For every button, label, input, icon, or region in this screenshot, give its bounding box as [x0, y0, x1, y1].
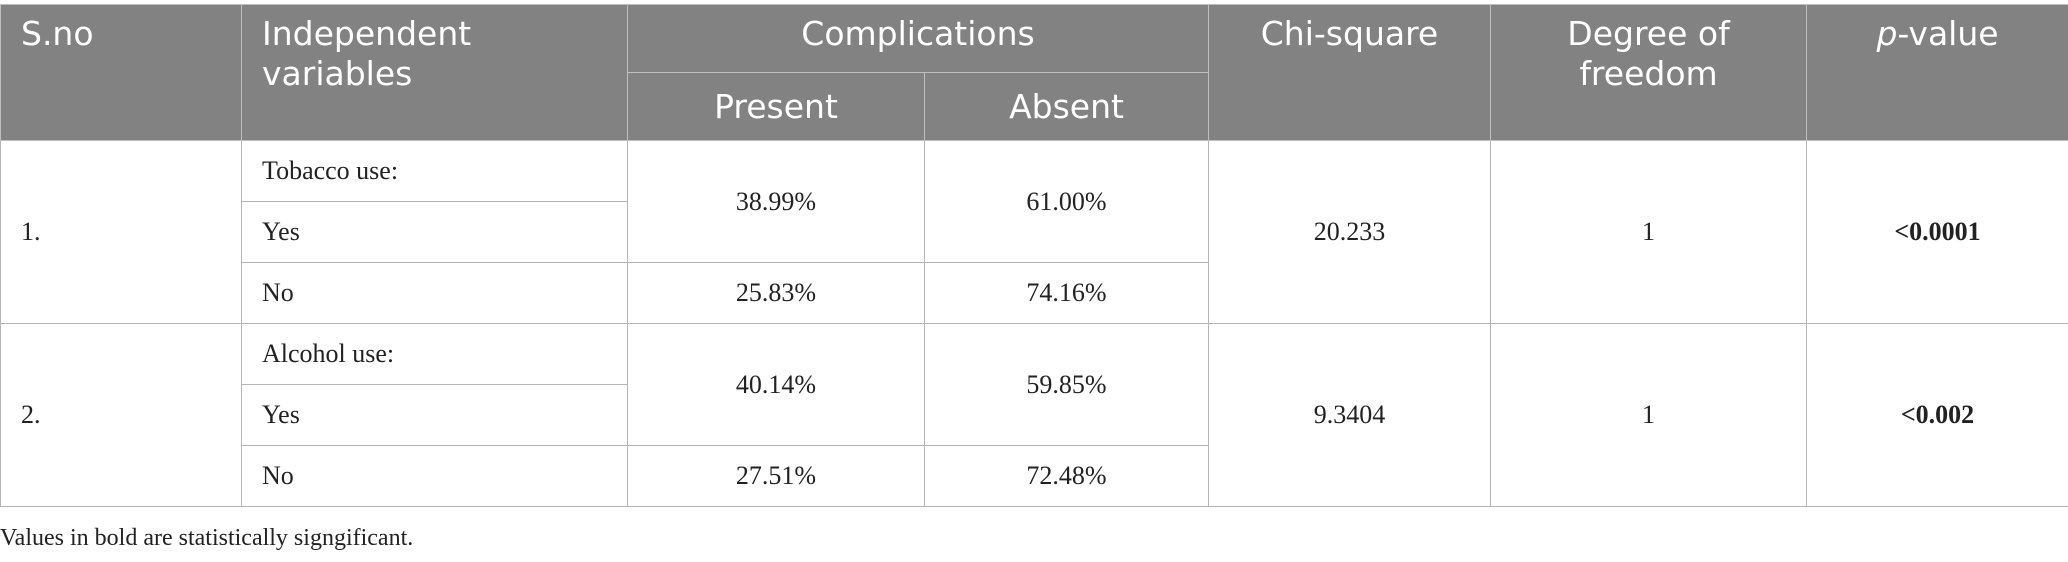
no-present-value: 27.51% [627, 445, 925, 507]
row-label: Tobacco use: [241, 140, 628, 202]
header-degree-of-freedom: Degree of freedom [1490, 4, 1807, 141]
row-sno: 1. [0, 140, 242, 324]
table-row: No 27.51% 72.48% [1, 445, 2068, 507]
header-sno: S.no [0, 4, 242, 141]
table-row: 1. Tobacco use: 38.99% 61.00% 20.233 1 <… [0, 140, 2068, 324]
table-row: Yes [1, 201, 2068, 263]
yes-label: Yes [241, 201, 628, 263]
no-present-value: 25.83% [627, 262, 925, 324]
no-absent-value: 72.48% [924, 445, 1209, 507]
table-footnote: Values in bold are statistically signgif… [0, 525, 414, 551]
results-table: S.no Independent variables Complications… [0, 4, 2068, 507]
yes-present-value: 38.99% [627, 140, 925, 263]
yes-absent-value: 59.85% [924, 323, 1209, 446]
header-present: Present [627, 72, 925, 141]
yes-label: Yes [241, 384, 628, 446]
header-p-value-italic: p [1876, 14, 1898, 53]
p-value: <0.0001 [1806, 140, 2068, 324]
p-value: <0.002 [1806, 323, 2068, 507]
yes-absent-value: 61.00% [924, 140, 1209, 263]
no-absent-value: 74.16% [924, 262, 1209, 324]
yes-present-value: 40.14% [627, 323, 925, 446]
dof-value: 1 [1490, 140, 1807, 324]
table-header: S.no Independent variables Complications… [0, 4, 2068, 141]
dof-value: 1 [1490, 323, 1807, 507]
header-independent-variables: Independent variables [241, 4, 628, 141]
header-absent: Absent [924, 72, 1209, 141]
chi-square-value: 9.3404 [1208, 323, 1491, 507]
header-p-value: p-value [1806, 4, 2068, 141]
chi-square-value: 20.233 [1208, 140, 1491, 324]
no-label: No [241, 445, 628, 507]
table-row: 2. Alcohol use: 40.14% 59.85% 9.3404 1 <… [0, 323, 2068, 507]
row-sno: 2. [0, 323, 242, 507]
header-chi-square: Chi-square [1208, 4, 1491, 141]
no-label: No [241, 262, 628, 324]
header-complications: Complications [627, 4, 1209, 73]
row-label: Alcohol use: [241, 323, 628, 385]
table-body: 1. Tobacco use: 38.99% 61.00% 20.233 1 <… [0, 140, 2068, 507]
header-p-value-rest: -value [1897, 14, 1999, 53]
